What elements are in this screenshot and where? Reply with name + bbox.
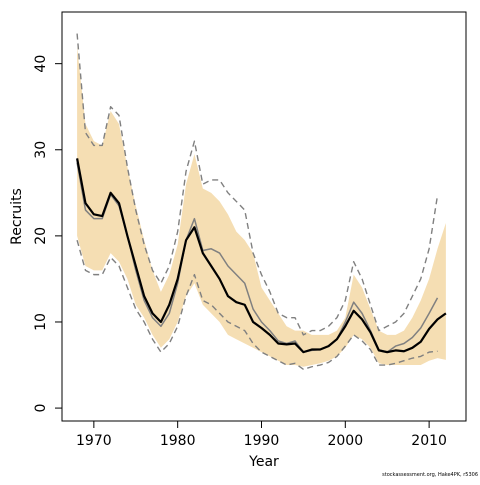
x-tick-label: 1990 (244, 433, 280, 449)
y-tick-label: 40 (33, 55, 49, 73)
y-tick-label: 30 (33, 141, 49, 159)
previous-upper-bound-line (76, 33, 439, 336)
y-axis-title: Recruits (9, 188, 25, 245)
x-tick-label: 1970 (76, 433, 112, 449)
previous-lower-bound-line (76, 239, 438, 371)
y-tick-label: 0 (33, 404, 49, 413)
x-tick-label: 2000 (327, 433, 363, 449)
y-tick-label: 10 (33, 313, 49, 331)
estimate-line (76, 158, 447, 354)
x-axis: 1970 1980 1990 2000 2010 (76, 421, 447, 449)
confidence-band-layer (77, 46, 446, 367)
credit-note: stockassessment.org, Hake4PK, r5306 (382, 472, 478, 478)
x-tick-label: 2010 (411, 433, 447, 449)
confidence-band (77, 46, 446, 367)
y-tick-label: 20 (33, 227, 49, 245)
x-axis-title: Year (248, 454, 279, 470)
series-line-layer (76, 33, 447, 371)
y-axis: 0 10 20 30 40 (33, 55, 62, 413)
x-tick-label: 1980 (160, 433, 196, 449)
plot-frame (61, 11, 467, 422)
